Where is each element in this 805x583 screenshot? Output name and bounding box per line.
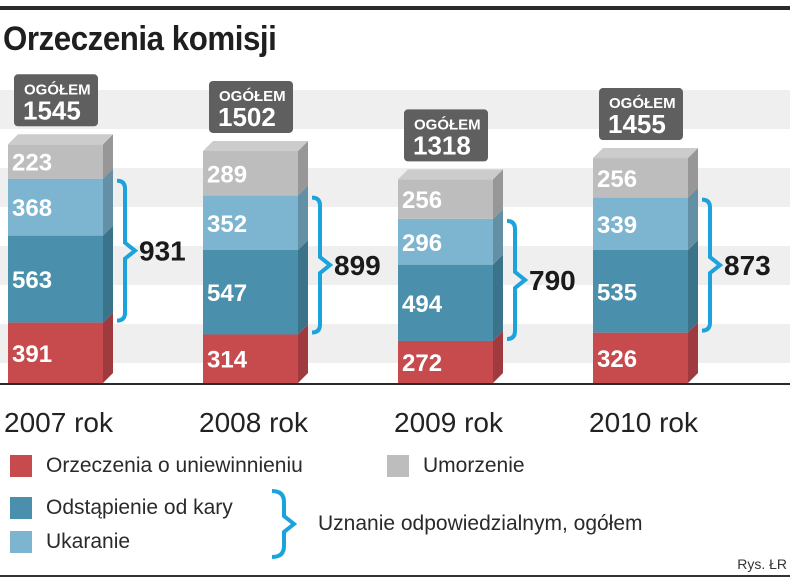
segment-value-label: 535 [597,279,637,306]
total-badge [599,88,683,141]
bar-segment [8,178,103,236]
bar-segment [8,322,103,383]
total-badge-label: OGÓŁEM [414,115,481,133]
bar-segment-side [298,140,308,196]
total-badge [404,109,488,162]
bar-segment [203,249,298,335]
legend-label-waiver: Odstąpienie od kary [46,496,233,519]
bracket-total-label: 931 [139,236,186,267]
bar-top-face [203,140,308,151]
responsibility-bracket [506,218,529,341]
bracket-total-label: 899 [334,250,381,281]
category-label: 2010 rok [589,407,699,438]
bar-segment-side [493,169,503,219]
bar-segment-side [298,239,308,335]
bar-segment-side [103,312,113,383]
segment-value-label: 547 [207,280,247,307]
legend-label-acquittal: Orzeczenia o uniewinnieniu [46,454,303,477]
category-label: 2009 rok [394,407,504,438]
total-badge [14,74,98,127]
segment-value-label: 339 [597,212,637,239]
bottom-rule [0,575,790,577]
bar-segment-side [103,225,113,323]
top-rule [0,6,790,10]
total-badge [209,80,293,133]
total-badge-value: 1502 [218,102,276,132]
bar-segment [593,332,688,383]
bar-segment [203,195,298,250]
total-badge-value: 1455 [608,109,666,139]
segment-value-label: 391 [12,341,52,368]
bar-segment-side [103,168,113,236]
bar-segment-side [298,185,308,250]
segment-value-label: 326 [597,346,637,373]
total-badge-value: 1318 [413,130,471,160]
segment-value-label: 352 [207,211,247,238]
bar-segment [398,218,493,265]
legend-label-bracket: Uznanie odpowiedzialnym, ogółem [318,512,643,535]
segment-value-label: 289 [207,161,247,188]
legend-bracket-icon [271,489,298,559]
segment-value-label: 563 [12,267,52,294]
legend-label-discontinuance: Umorzenie [423,454,525,477]
segment-value-label: 256 [402,187,442,214]
bar-segment-side [493,254,503,341]
responsibility-bracket [116,178,139,323]
bar-segment [398,340,493,383]
total-badge-label: OGÓŁEM [24,80,91,98]
total-badge-label: OGÓŁEM [609,94,676,112]
bar-segment [593,158,688,198]
segment-value-label: 272 [402,350,442,377]
bar-segment [203,150,298,196]
category-label: 2008 rok [199,407,309,438]
bar-segment-side [688,322,698,383]
bracket-total-label: 873 [724,250,771,281]
bar-segment [593,197,688,250]
responsibility-bracket [701,197,724,333]
segment-value-label: 223 [12,150,52,177]
segment-value-label: 368 [12,195,52,222]
bar-segment-side [103,134,113,179]
credit-text: Rys. ŁR [737,556,787,572]
bracket-total-label: 790 [529,265,576,296]
bar-segment-side [688,239,698,333]
bar-segment [8,144,103,179]
category-label: 2007 rok [4,407,114,438]
bar-top-face [398,169,503,180]
legend-swatch-punishment [10,531,32,553]
chart-title: Orzeczenia komisji [3,20,277,58]
segment-value-label: 256 [597,166,637,193]
legend-swatch-discontinuance [387,455,409,477]
total-badge-value: 1545 [23,95,81,125]
legend-label-punishment: Ukaranie [46,530,131,553]
legend-swatch-waiver [10,497,32,519]
bar-segment-side [688,187,698,250]
bar-segment [398,264,493,341]
bar-segment [203,334,298,383]
responsibility-bracket [311,195,334,335]
bar-segment-side [493,208,503,265]
bar-segment-side [298,324,308,383]
segment-value-label: 296 [402,230,442,257]
segment-value-label: 494 [402,291,443,318]
legend-swatch-acquittal [10,455,32,477]
segment-value-label: 314 [207,347,248,374]
bar-segment-side [688,148,698,198]
bar-top-face [8,134,113,145]
total-badge-label: OGÓŁEM [219,87,286,105]
bar-segment [398,179,493,219]
bar-segment [593,249,688,333]
bar-top-face [593,148,698,159]
bar-segment-side [493,330,503,383]
bar-segment [8,235,103,323]
